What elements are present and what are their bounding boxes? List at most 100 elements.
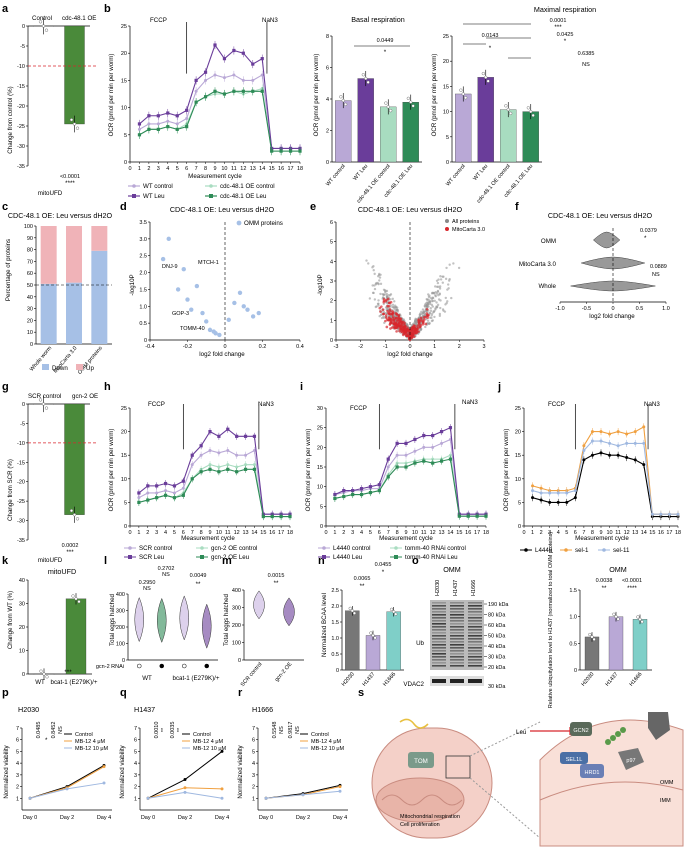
p-pv1: *: [45, 737, 48, 744]
panel-letter-p: p: [2, 687, 9, 699]
e-point-all: [421, 308, 425, 311]
o-band: [432, 659, 446, 661]
h-plot-point: [199, 453, 203, 457]
e-point-all: [421, 311, 425, 314]
d-ytick-label: 3.5: [139, 220, 147, 226]
e-point-all: [379, 273, 382, 276]
j-plot-point: [599, 439, 603, 443]
n-plot-dot: [392, 610, 396, 614]
h-plot-point: [208, 463, 212, 467]
j-plot-point: [633, 430, 637, 434]
e-point-all: [448, 263, 451, 266]
j-plot-point: [642, 441, 646, 445]
j-plot-xtick-label: 8: [591, 530, 594, 536]
e-point-all: [378, 276, 382, 279]
l-s-top: NS: [162, 572, 170, 578]
j-plot-point: [633, 458, 637, 462]
h-plot-ytick-label: 10: [121, 477, 127, 483]
o-ub: Ub: [416, 640, 424, 647]
s-p97: p97: [626, 758, 635, 764]
j-plot-point: [616, 444, 620, 448]
bm-plot-ytick-label: 10: [443, 110, 449, 116]
b-max-s0: ***: [554, 24, 562, 31]
panel-a: Control cdc-48.1 OE 0 -5 -10 -15 -20 -25 -30 -3…: [7, 15, 96, 197]
i-plot-point: [377, 489, 381, 493]
i-plot-point: [448, 457, 453, 461]
j-plot-ytick-label: 15: [515, 453, 521, 459]
c-bar-up-0: [40, 226, 57, 284]
bb-plot-bar-0: [335, 100, 352, 163]
n-plot-ytick-label: 2.5: [331, 588, 339, 594]
i-plot-point: [395, 465, 399, 469]
e-point-all: [418, 313, 421, 316]
e-point-mito: [402, 332, 406, 335]
m-ytick-label: 0: [238, 658, 241, 664]
a-plot-dot: [41, 24, 46, 28]
o-band: [450, 614, 464, 616]
e-point-all: [429, 309, 433, 313]
i-plot-point: [377, 483, 381, 487]
f-p1: 0.0379: [640, 228, 657, 234]
e-point-all: [385, 295, 389, 298]
i-plot-point: [342, 494, 346, 499]
b-plot-series-3: [139, 90, 300, 152]
o-plot-dot: [636, 615, 640, 619]
o-band: [432, 617, 446, 619]
a-plot-ytick-label: 0: [22, 24, 25, 30]
e-point-all: [427, 293, 430, 296]
s-tom-box: [408, 752, 434, 768]
o-band: [450, 608, 464, 610]
m-violin-1: [283, 597, 295, 627]
a-plot-ytick-label: -5: [20, 44, 25, 50]
b-plot-point: [298, 149, 302, 153]
j-plot-point: [608, 453, 612, 457]
q-pv1: **: [161, 727, 167, 732]
d-point-6: [194, 283, 200, 289]
b-plot-point: [288, 149, 293, 153]
e-point-all: [391, 303, 395, 307]
h-plot-point: [172, 484, 177, 488]
e-xtick-label: -2: [358, 344, 363, 350]
e-point-all: [368, 297, 372, 300]
m-ytick-label: 300: [232, 606, 241, 612]
b-plot-xtick-label: 16: [278, 166, 284, 172]
f-p2: 0.0889: [650, 264, 667, 270]
h-plot-point: [252, 467, 257, 471]
h-plot-point: [199, 444, 203, 448]
h-plot-ytick-label: 25: [121, 406, 127, 412]
o-band: [450, 653, 464, 655]
h-plot-point: [217, 465, 221, 469]
o-plot-ytick-label: 1.5: [569, 588, 577, 594]
b-plot-xtick-label: 11: [231, 166, 237, 172]
e-xtick-label: 2: [458, 344, 461, 350]
j-plot-point: [531, 484, 535, 488]
g-plot-ytick-label: -15: [17, 460, 25, 466]
d-point-18: [250, 314, 256, 319]
e-point-all: [441, 275, 444, 278]
e-point-all: [434, 308, 437, 311]
s-omm: OMM: [660, 780, 674, 786]
e-point-mito: [385, 318, 389, 321]
j-plot-xtick-label: 4: [557, 530, 560, 536]
n-plot-dot: [350, 609, 354, 613]
o-band: [450, 656, 464, 658]
b-plot-point: [175, 114, 179, 118]
s-zoom-membrane: [539, 719, 684, 847]
k-plot-ytick-label: 30: [19, 602, 25, 608]
panel-n: 0 0.5 1.0 1.5 2.0 2.5 H2030 H1437 H1666 Normaliz…: [321, 562, 404, 688]
e-point-mito: [417, 318, 421, 321]
e-point-mito: [400, 321, 403, 324]
d-point-19: [256, 310, 261, 316]
h-plot-xtick-label: 10: [216, 530, 222, 536]
s-zoom-box: [445, 755, 471, 779]
e-point-all: [367, 262, 370, 265]
i-plot-point: [484, 514, 488, 518]
e-point-mito: [413, 326, 417, 330]
e-point-all: [438, 312, 442, 316]
k-stars: ***: [64, 669, 72, 676]
e-point-all: [413, 319, 417, 322]
